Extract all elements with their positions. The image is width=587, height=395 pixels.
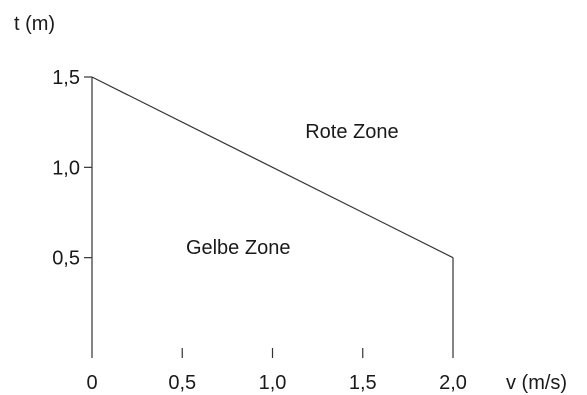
x-tick-label: 0 bbox=[86, 372, 97, 394]
zone-label: Gelbe Zone bbox=[186, 237, 291, 259]
y-tick-label: 1,5 bbox=[52, 67, 80, 89]
x-ticks: 0 0,5 1,0 1,5 2,0 bbox=[86, 348, 467, 394]
x-tick-label: 0,5 bbox=[168, 372, 196, 394]
y-ticks: 0,5 1,0 1,5 bbox=[52, 67, 92, 270]
y-tick-label: 0,5 bbox=[52, 248, 80, 270]
zone-boundary-line bbox=[91, 76, 454, 259]
x-tick-label: 1,0 bbox=[259, 372, 287, 394]
y-tick-label: 1,0 bbox=[52, 157, 80, 179]
x-tick-label: 2,0 bbox=[439, 372, 467, 394]
x-axis-label: v (m/s) bbox=[506, 372, 567, 394]
zone-labels: Rote Zone Gelbe Zone bbox=[186, 121, 399, 259]
zone-label: Rote Zone bbox=[305, 121, 398, 143]
x-tick-label: 1,5 bbox=[349, 372, 377, 394]
y-axis-label: t (m) bbox=[14, 13, 55, 35]
